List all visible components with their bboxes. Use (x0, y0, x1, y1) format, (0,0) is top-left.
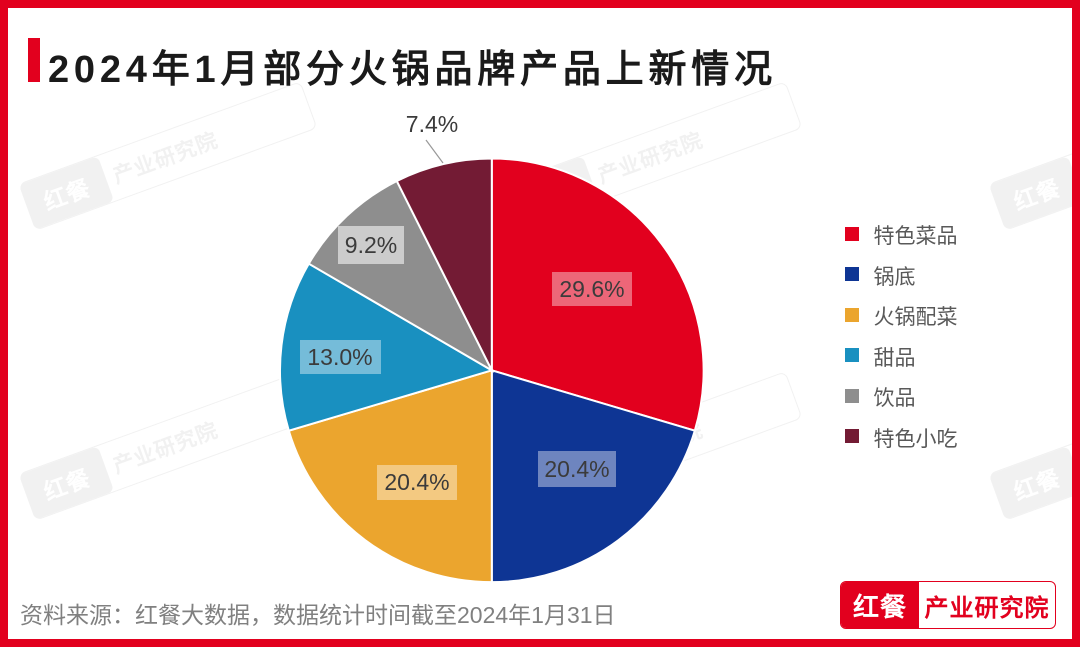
svg-text:20.4%: 20.4% (544, 456, 609, 482)
svg-text:9.2%: 9.2% (345, 232, 397, 258)
svg-text:7.4%: 7.4% (406, 111, 458, 137)
svg-text:13.0%: 13.0% (307, 344, 372, 370)
svg-text:20.4%: 20.4% (384, 469, 449, 495)
svg-text:29.6%: 29.6% (559, 276, 624, 302)
